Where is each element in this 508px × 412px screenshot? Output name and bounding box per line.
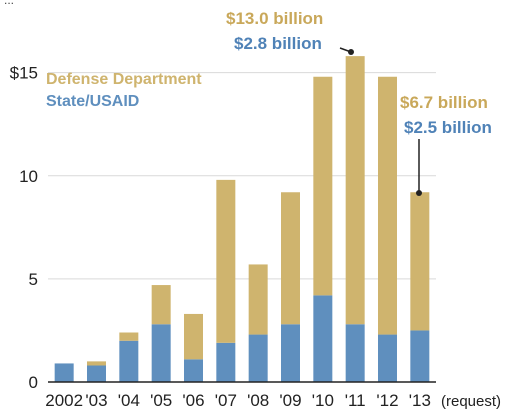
annotation-2013-dot — [416, 190, 422, 196]
x-tick-label: '07 — [215, 391, 237, 410]
bar-state-usaid — [313, 295, 333, 382]
x-tick-label: '03 — [85, 391, 107, 410]
x-tick-label: '13 — [409, 391, 431, 410]
bar-state-usaid — [119, 340, 139, 382]
bar-defense-department — [151, 285, 171, 325]
bar-state-usaid — [87, 365, 106, 382]
bar-state-usaid — [410, 330, 430, 382]
y-tick-label: 0 — [29, 373, 38, 392]
bar-defense-department — [184, 313, 203, 360]
bar-state-usaid — [281, 324, 300, 382]
legend-state-usaid: State/USAID — [46, 93, 139, 110]
x-tick-label: '08 — [247, 391, 269, 410]
x-tick-label: 2002 — [45, 391, 83, 410]
annotation-2011-defense: $13.0 billion — [226, 9, 323, 28]
bar-defense-department — [313, 76, 333, 296]
bar-defense-department — [248, 264, 268, 335]
y-tick-label: 5 — [29, 270, 38, 289]
x-tick-label: '09 — [279, 391, 301, 410]
bar-defense-department — [378, 76, 397, 335]
legend-defense-department: Defense Department — [46, 71, 202, 88]
y-tick-label: 10 — [19, 167, 38, 186]
bar-defense-department — [345, 56, 365, 325]
chart-top-label: ... — [4, 0, 14, 7]
x-axis-suffix: (request) — [441, 393, 501, 410]
bar-state-usaid — [248, 334, 268, 382]
x-tick-label: '11 — [345, 391, 366, 410]
bar-defense-department — [119, 332, 139, 341]
annotation-2013-state: $2.5 billion — [404, 118, 492, 137]
bar-defense-department — [410, 192, 430, 331]
bar-state-usaid — [345, 324, 365, 382]
x-tick-label: '05 — [150, 391, 172, 410]
bar-defense-department — [87, 361, 106, 366]
bar-defense-department — [281, 192, 300, 325]
legend: Defense Department State/USAID — [46, 71, 202, 110]
annotation-2013-defense: $6.7 billion — [400, 93, 488, 112]
y-tick-label: $15 — [10, 64, 38, 83]
annotation-2011-state: $2.8 billion — [234, 34, 322, 53]
bar-state-usaid — [378, 334, 397, 382]
bar-state-usaid — [216, 342, 236, 382]
bar-state-usaid — [184, 359, 203, 382]
x-tick-label: '12 — [376, 391, 398, 410]
annotations: $13.0 billion $2.8 billion $6.7 billion … — [226, 9, 492, 196]
bar-state-usaid — [54, 363, 74, 382]
x-axis-ticks: 2002'03 '04 '05 '06 '07 '08 '09 '10 '11 '12 '13 (re… — [45, 391, 501, 410]
bar-defense-department — [216, 179, 236, 343]
x-tick-label: '10 — [312, 391, 334, 410]
x-tick-label: '06 — [182, 391, 204, 410]
annotation-2011-dot — [348, 49, 354, 55]
bars — [54, 56, 430, 382]
x-tick-label: '04 — [118, 391, 140, 410]
y-axis-ticks: 0 5 10 $15 — [10, 64, 38, 392]
bar-state-usaid — [151, 324, 171, 382]
grid — [48, 72, 436, 280]
